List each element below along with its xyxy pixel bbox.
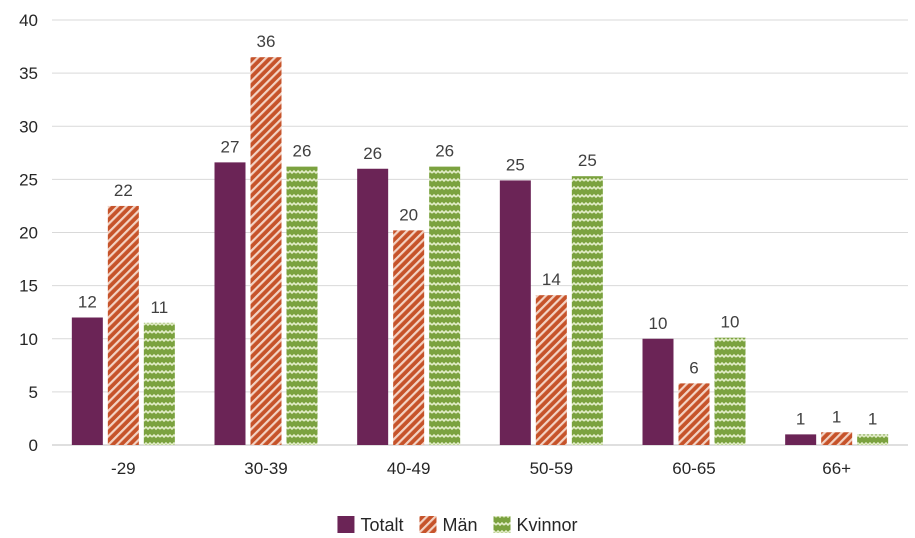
bar-m-n [393,230,425,445]
legend-label: Kvinnor [517,515,578,535]
bar-kvinnor [714,337,746,445]
x-tick-label: 50-59 [530,459,573,478]
data-label: 20 [399,205,418,224]
x-axis-ticks: -29 30-39 40-49 50-59 60-65 66+ [111,459,851,478]
legend-swatch [419,516,437,533]
data-label: 36 [257,32,276,51]
legend-label: Totalt [360,515,403,535]
bar-totalt [214,162,246,445]
data-label: 6 [689,358,698,377]
data-label: 10 [721,313,740,332]
data-label: 1 [832,407,841,426]
legend-swatch [337,516,355,533]
bar-kvinnor [286,166,318,445]
y-tick-label: 5 [29,383,38,402]
bar-kvinnor [857,434,889,445]
legend-swatch [493,516,511,533]
y-tick-label: 30 [19,117,38,136]
y-tick-label: 15 [19,277,38,296]
bar-m-n [821,432,853,445]
bar-kvinnor [571,176,603,445]
y-axis-ticks: 0 5 10 15 20 25 30 35 40 [19,11,38,455]
bar-totalt [785,434,817,445]
data-label: 1 [868,409,877,428]
bar-kvinnor [143,322,175,445]
legend-label: Män [442,515,477,535]
legend: Totalt Män Kvinnor [337,515,578,535]
bar-totalt [642,338,674,445]
data-label: 1 [796,409,805,428]
bars [71,57,889,445]
data-label: 27 [221,137,240,156]
bar-kvinnor [429,166,461,445]
data-label: 26 [293,142,312,161]
bar-totalt [357,168,389,445]
bar-m-n [678,383,710,445]
bar-m-n [535,295,567,445]
gridlines [52,19,908,446]
y-tick-label: 35 [19,64,38,83]
x-tick-label: 60-65 [672,459,715,478]
y-tick-label: 10 [19,330,38,349]
data-label: 25 [506,155,525,174]
data-label: 10 [649,314,668,333]
bar-totalt [499,180,531,445]
data-label: 12 [78,293,97,312]
data-label: 14 [542,270,561,289]
data-label: 26 [435,142,454,161]
x-tick-label: 30-39 [244,459,287,478]
y-tick-label: 40 [19,11,38,30]
data-label: 11 [151,298,169,317]
data-label: 25 [578,151,597,170]
x-tick-label: 66+ [822,459,851,478]
x-tick-label: 40-49 [387,459,430,478]
x-tick-label: -29 [111,459,136,478]
y-tick-label: 0 [29,436,38,455]
y-tick-label: 20 [19,224,38,243]
bar-m-n [107,205,139,445]
data-label: 26 [363,144,382,163]
data-label: 22 [114,181,133,200]
y-tick-label: 25 [19,170,38,189]
bar-m-n [250,57,282,445]
bar-totalt [71,317,103,445]
